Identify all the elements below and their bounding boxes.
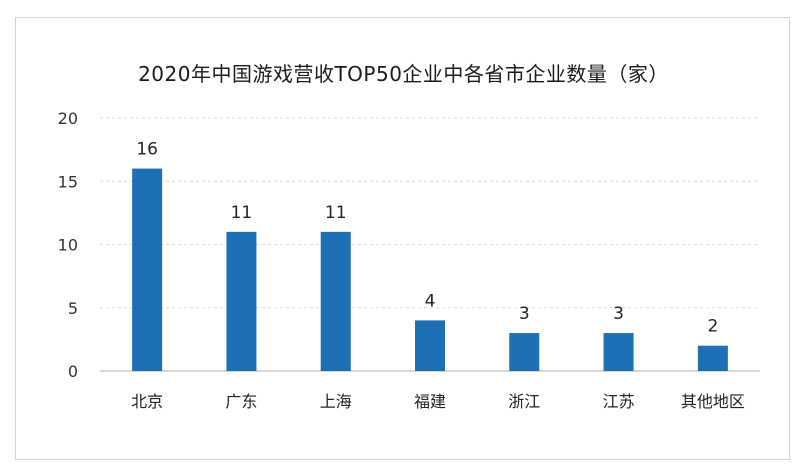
x-category-label: 广东 [225, 392, 257, 411]
y-tick-label: 20 [58, 109, 78, 128]
bar [697, 345, 728, 371]
bar [320, 231, 351, 371]
y-tick-label: 5 [68, 299, 78, 318]
data-label: 16 [136, 140, 158, 160]
data-label: 4 [425, 291, 436, 311]
x-category-label: 浙江 [508, 392, 540, 411]
y-tick-label: 15 [58, 172, 78, 191]
x-category-label: 北京 [131, 392, 163, 411]
bar [226, 231, 257, 371]
x-category-label: 江苏 [603, 392, 635, 411]
bar [603, 333, 634, 371]
data-label: 2 [707, 317, 718, 337]
chart-title: 2020年中国游戏营收TOP50企业中各省市企业数量（家） [138, 62, 669, 86]
bar [132, 168, 163, 371]
bar [509, 333, 540, 371]
y-tick-label: 0 [68, 362, 78, 381]
data-label: 11 [231, 203, 253, 223]
data-label: 3 [613, 304, 624, 324]
x-category-label: 其他地区 [681, 392, 745, 411]
data-label: 11 [325, 203, 347, 223]
bar [415, 320, 445, 371]
x-category-label: 福建 [414, 392, 446, 411]
y-tick-label: 10 [58, 236, 78, 255]
data-label: 3 [519, 304, 530, 324]
x-category-label: 上海 [320, 392, 352, 411]
